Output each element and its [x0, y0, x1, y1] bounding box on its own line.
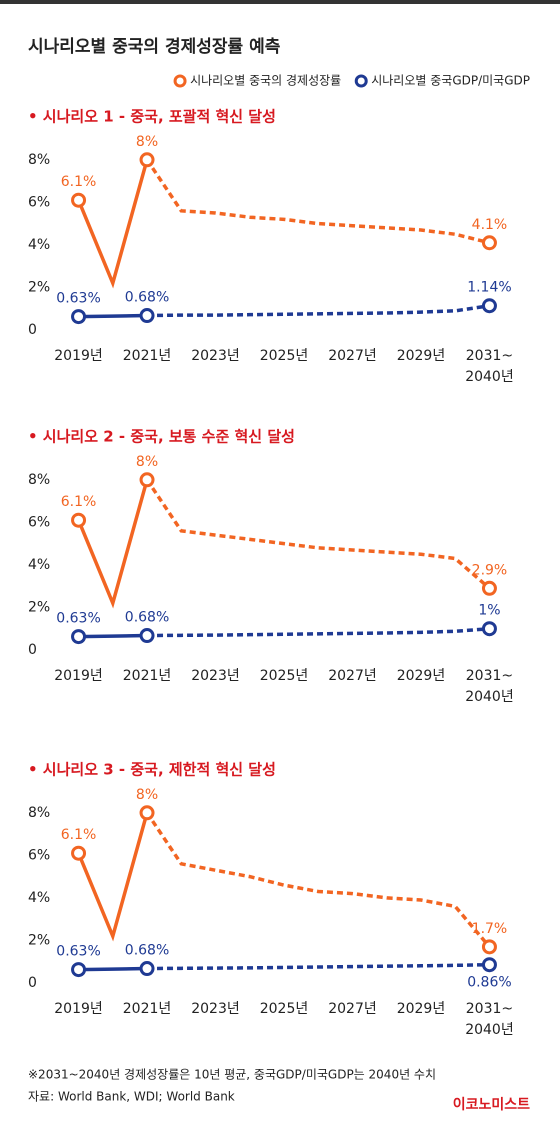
chart-title: • 시나리오 3 - 중국, 제한적 혁신 달성 [28, 761, 276, 779]
legend-marker [173, 74, 187, 88]
chart-title: • 시나리오 1 - 중국, 포괄적 혁신 달성 [28, 108, 276, 126]
data-label: 1.14% [467, 280, 511, 296]
data-label: 8% [136, 134, 158, 150]
point [71, 309, 87, 325]
y-tick-label: 0 [28, 322, 37, 338]
forecast-line [145, 478, 491, 590]
point [481, 957, 497, 973]
point [71, 962, 87, 978]
y-tick-label: 0 [28, 642, 37, 658]
x-tick-label: 2023년 [191, 1001, 240, 1017]
y-tick-label: 8% [28, 152, 50, 168]
data-label: 0.68% [125, 943, 169, 959]
data-label: 0.86% [467, 975, 511, 991]
data-label: 0.63% [56, 944, 100, 960]
data-label: 8% [136, 454, 158, 470]
x-tick-label: 2021년 [122, 1001, 172, 1017]
chart-title: • 시나리오 2 - 중국, 보통 수준 혁신 달성 [28, 428, 295, 446]
actual-line [78, 633, 148, 639]
y-tick-label: 8% [28, 472, 50, 488]
y-tick-label: 8% [28, 805, 50, 821]
forecast-line [147, 962, 490, 971]
x-tick-label: 2025년 [259, 1001, 309, 1017]
actual-line [78, 966, 148, 972]
top-rule [0, 0, 560, 4]
point [481, 939, 497, 955]
x-tick-label: 2023년 [191, 668, 240, 684]
source: 자료: World Bank, WDI; World Bank [28, 1090, 235, 1104]
data-label: 8% [136, 787, 158, 803]
x-tick-label: 2019년 [54, 348, 103, 364]
point [481, 580, 497, 596]
note: ※2031~2040년 경제성장률은 10년 평균, 중국GDP/미국GDP는 … [28, 1068, 436, 1082]
y-tick-label: 0 [28, 975, 37, 991]
point [139, 805, 155, 821]
x-tick-label: 2027년 [328, 1001, 377, 1017]
point [481, 298, 497, 314]
logo: 이코노미스트 [453, 1096, 530, 1113]
point [481, 235, 497, 251]
page-title: 시나리오별 중국의 경제성장률 예측 [28, 37, 281, 57]
forecast-line [145, 811, 491, 948]
data-label: 0.68% [125, 610, 169, 626]
point [71, 512, 87, 528]
data-label: 6.1% [61, 494, 97, 510]
x-tick-label: 2027년 [328, 668, 377, 684]
data-label: 2.9% [472, 562, 508, 578]
x-tick-label: 2031~ 2040년 [465, 668, 514, 705]
y-tick-label: 2% [28, 599, 50, 615]
x-tick-label: 2029년 [396, 668, 446, 684]
y-tick-label: 4% [28, 237, 50, 253]
y-tick-label: 2% [28, 279, 50, 295]
data-label: 1% [478, 603, 500, 619]
data-label: 0.63% [56, 611, 100, 627]
y-tick-label: 4% [28, 890, 50, 906]
x-tick-label: 2025년 [259, 348, 309, 364]
forecast-line [147, 304, 490, 318]
x-tick-label: 2021년 [122, 348, 172, 364]
x-tick-label: 2031~ 2040년 [465, 1001, 514, 1038]
data-label: 0.63% [56, 291, 100, 307]
point [71, 192, 87, 208]
actual-line [76, 812, 149, 942]
forecast-line [147, 626, 490, 638]
point [139, 961, 155, 977]
x-tick-label: 2021년 [122, 668, 172, 684]
x-tick-label: 2029년 [396, 348, 446, 364]
forecast-line [145, 158, 490, 245]
point [71, 845, 87, 861]
data-label: 0.68% [125, 290, 169, 306]
legend-marker [354, 74, 368, 88]
x-tick-label: 2031~ 2040년 [465, 348, 514, 385]
point [139, 152, 155, 168]
data-label: 6.1% [61, 174, 97, 190]
y-tick-label: 6% [28, 194, 50, 210]
actual-line [76, 479, 149, 609]
y-tick-label: 6% [28, 847, 50, 863]
x-tick-label: 2019년 [54, 1001, 103, 1017]
legend-label: 시나리오별 중국GDP/미국GDP [371, 74, 530, 88]
data-label: 1.7% [472, 921, 508, 937]
x-tick-label: 2023년 [191, 348, 240, 364]
x-tick-label: 2019년 [54, 668, 103, 684]
point [71, 629, 87, 645]
point [139, 472, 155, 488]
actual-line [78, 313, 148, 319]
point [139, 308, 155, 324]
y-tick-label: 2% [28, 932, 50, 948]
legend-label: 시나리오별 중국의 경제성장률 [190, 74, 341, 88]
y-tick-label: 6% [28, 514, 50, 530]
data-label: 4.1% [472, 217, 508, 233]
point [481, 621, 497, 637]
y-tick-label: 4% [28, 557, 50, 573]
x-tick-label: 2025년 [259, 668, 309, 684]
actual-line [76, 159, 149, 289]
x-tick-label: 2029년 [396, 1001, 446, 1017]
point [139, 628, 155, 644]
x-tick-label: 2027년 [328, 348, 377, 364]
data-label: 6.1% [61, 827, 97, 843]
